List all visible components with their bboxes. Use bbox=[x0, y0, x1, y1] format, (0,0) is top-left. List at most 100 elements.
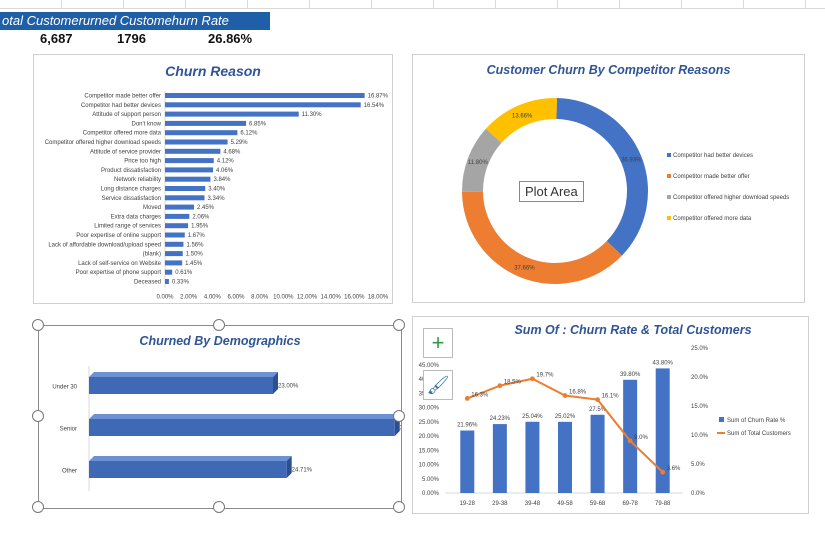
donut-slice bbox=[462, 128, 502, 192]
chart-styles-brush-icon[interactable]: 🖌 bbox=[423, 370, 453, 400]
churn-rate-bar bbox=[492, 424, 507, 493]
churn-rate-bar-label: 27.5% bbox=[589, 407, 607, 413]
demographics-plot: Under 30 23.00% Senior 38.22% Other 24.71% bbox=[52, 366, 401, 491]
kpi-header[interactable]: otal Customerurned Customehurn Rate bbox=[0, 12, 270, 30]
total-customers-point bbox=[660, 469, 666, 475]
legend-label: Sum of Churn Rate % bbox=[727, 418, 786, 424]
churn-reason-category-label: (blank) bbox=[143, 252, 161, 258]
churn-reason-x-tick: 6.00% bbox=[227, 294, 245, 300]
churn-reason-bar bbox=[165, 260, 183, 266]
resize-handle-bottom-right[interactable] bbox=[393, 501, 405, 513]
churn-reason-category-label: Network reliability bbox=[114, 177, 161, 183]
total-customers-point bbox=[627, 438, 633, 444]
right-axis-tick: 10.0% bbox=[691, 433, 709, 439]
churn-reason-category-label: Poor expertise of online support bbox=[76, 233, 161, 239]
donut-slice-label: 11.80% bbox=[468, 160, 489, 166]
churn-reason-plot: Competitor made better offer 16.87% Compet… bbox=[45, 91, 389, 300]
total-customers-label: 16.3% bbox=[471, 392, 489, 398]
churn-rate-bar bbox=[655, 368, 670, 493]
churn-rate-bar bbox=[623, 379, 638, 493]
churn-reason-bar bbox=[165, 120, 247, 126]
competitor-reasons-chart[interactable]: Customer Churn By Competitor Reasons 36.… bbox=[412, 54, 805, 303]
churn-reason-bar bbox=[165, 232, 185, 238]
chart-elements-plus-icon[interactable]: + bbox=[423, 328, 453, 358]
total-customers-label: 18.5% bbox=[504, 380, 522, 386]
churn-reason-category-label: Product dissatisfaction bbox=[101, 168, 161, 174]
churn-reason-x-tick: 14.00% bbox=[320, 294, 341, 300]
age-category-label: 39-48 bbox=[525, 501, 541, 507]
churn-reason-category-label: Extra data charges bbox=[111, 214, 161, 220]
churn-rate-bar-label: 25.04% bbox=[522, 414, 543, 420]
left-axis-tick: 25.00% bbox=[419, 420, 440, 426]
demographics-value-label: 24.71% bbox=[292, 468, 313, 474]
total-customers-point bbox=[562, 393, 568, 398]
resize-handle-top-right[interactable] bbox=[393, 319, 405, 331]
donut-slice bbox=[485, 98, 557, 143]
churn-reason-value-label: 1.95% bbox=[191, 224, 209, 230]
legend-swatch bbox=[667, 153, 671, 157]
total-customers-label: 16.8% bbox=[569, 390, 587, 396]
churn-reason-value-label: 16.87% bbox=[368, 94, 389, 100]
total-customers-point bbox=[464, 396, 470, 401]
legend-swatch bbox=[667, 216, 671, 220]
resize-handle-bottom[interactable] bbox=[213, 501, 225, 513]
right-axis-tick: 15.0% bbox=[691, 404, 709, 410]
churn-reason-bar bbox=[165, 186, 206, 191]
churn-reason-bar bbox=[165, 195, 205, 201]
resize-handle-top[interactable] bbox=[213, 319, 225, 331]
resize-handle-left[interactable] bbox=[32, 410, 44, 422]
churn-reason-x-tick: 16.00% bbox=[344, 294, 365, 300]
demographics-chart[interactable]: Churned By Demographics Under 30 23.00% Se… bbox=[38, 325, 402, 509]
churn-reason-value-label: 16.54% bbox=[364, 103, 385, 109]
churn-rate-bar-label: 43.80% bbox=[653, 360, 674, 366]
churn-reason-value-label: 6.12% bbox=[240, 131, 258, 137]
churn-reason-value-label: 2.45% bbox=[197, 205, 215, 211]
churn-reason-bar bbox=[165, 130, 238, 136]
churn-reason-category-label: Limited range of services bbox=[94, 224, 161, 230]
right-axis-tick: 5.0% bbox=[691, 462, 705, 468]
churn-rate-bar bbox=[460, 430, 475, 493]
churn-rate-bar-label: 25.02% bbox=[555, 414, 576, 420]
age-category-label: 79-88 bbox=[655, 501, 671, 507]
churn-reason-value-label: 4.12% bbox=[217, 159, 235, 165]
resize-handle-top-left[interactable] bbox=[32, 319, 44, 331]
left-axis-tick: 15.00% bbox=[419, 448, 440, 454]
churn-reason-chart[interactable]: Churn Reason Competitor made better offe… bbox=[33, 54, 393, 304]
churn-reason-bar bbox=[165, 102, 361, 108]
legend-swatch bbox=[667, 174, 671, 178]
churn-rate-value[interactable]: 26.86% bbox=[208, 31, 253, 46]
total-customers-value[interactable]: 6,687 bbox=[40, 31, 73, 46]
demographics-bar-top bbox=[89, 372, 278, 377]
churn-reason-category-label: Service dissatisfaction bbox=[102, 196, 161, 202]
total-customers-label: 3.6% bbox=[667, 466, 681, 472]
donut-slice bbox=[556, 98, 648, 256]
churn-reason-category-label: Competitor made better offer bbox=[84, 94, 161, 100]
churn-reason-bar bbox=[165, 93, 365, 98]
churn-reason-bar bbox=[165, 148, 221, 154]
churn-reason-bar bbox=[165, 204, 194, 210]
churn-reason-bar bbox=[165, 251, 183, 257]
churn-reason-x-tick: 10.00% bbox=[273, 294, 294, 300]
churn-reason-bar bbox=[165, 269, 173, 275]
demographics-value-label: 23.00% bbox=[278, 384, 299, 390]
churn-reason-value-label: 1.45% bbox=[185, 261, 203, 267]
left-axis-tick: 45.00% bbox=[419, 363, 440, 369]
churn-reason-bar bbox=[165, 167, 214, 173]
churn-reason-bar bbox=[165, 111, 299, 117]
resize-handle-right[interactable] bbox=[393, 410, 405, 422]
resize-handle-bottom-left[interactable] bbox=[32, 501, 44, 513]
churn-rate-customers-plot: 0.00% 5.00% 10.00% 15.00% 20.00% 25.00% 30.00%… bbox=[419, 346, 791, 507]
churn-rate-customers-chart[interactable]: Sum Of : Churn Rate & Total Customers 0.… bbox=[412, 316, 809, 514]
churn-reason-bar bbox=[165, 176, 211, 182]
churn-reason-category-label: Don't know bbox=[132, 121, 162, 127]
sheet-gridlines bbox=[0, 0, 825, 9]
age-category-label: 69-78 bbox=[622, 501, 638, 507]
churn-rate-bar-label: 39.80% bbox=[620, 372, 641, 378]
total-customers-point bbox=[497, 383, 503, 389]
churn-rate-bar bbox=[558, 421, 572, 493]
churn-rate-bar-label: 21.96% bbox=[457, 423, 478, 429]
left-axis-tick: 20.00% bbox=[419, 434, 440, 440]
churn-reason-value-label: 1.56% bbox=[186, 242, 204, 248]
churn-reason-category-label: Poor expertise of phone support bbox=[76, 270, 162, 276]
churned-customers-value[interactable]: 1796 bbox=[117, 31, 146, 46]
